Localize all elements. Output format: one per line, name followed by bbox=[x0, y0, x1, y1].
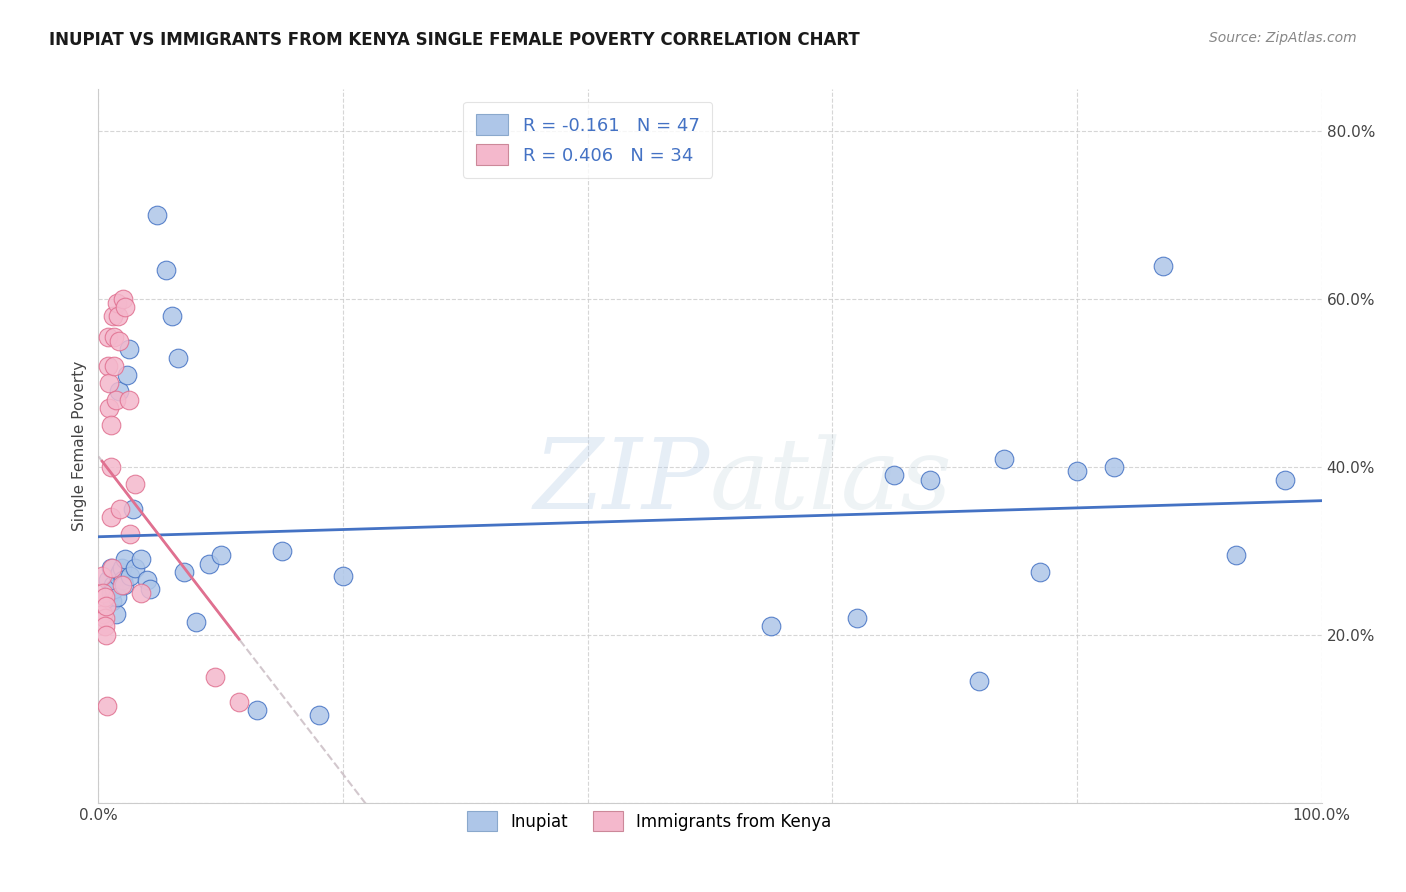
Point bbox=[97, 330, 120, 344]
Point bbox=[1225, 548, 1247, 562]
Point bbox=[110, 502, 132, 516]
Point bbox=[103, 582, 125, 596]
Text: INUPIAT VS IMMIGRANTS FROM KENYA SINGLE FEMALE POVERTY CORRELATION CHART: INUPIAT VS IMMIGRANTS FROM KENYA SINGLE … bbox=[49, 31, 860, 49]
Point bbox=[94, 628, 117, 642]
Point bbox=[120, 569, 142, 583]
Point bbox=[100, 560, 122, 574]
Text: Source: ZipAtlas.com: Source: ZipAtlas.com bbox=[1209, 31, 1357, 45]
Point bbox=[1274, 473, 1296, 487]
Point bbox=[197, 557, 219, 571]
Point bbox=[139, 582, 162, 596]
Point bbox=[100, 510, 122, 524]
Point bbox=[98, 376, 121, 390]
Point bbox=[104, 607, 127, 621]
Point bbox=[228, 695, 250, 709]
Point bbox=[91, 586, 114, 600]
Point bbox=[136, 574, 159, 588]
Point bbox=[173, 565, 195, 579]
Point bbox=[993, 451, 1015, 466]
Point bbox=[146, 208, 169, 222]
Point bbox=[108, 334, 131, 348]
Point bbox=[270, 544, 294, 558]
Point bbox=[93, 611, 115, 625]
Point bbox=[246, 703, 269, 717]
Point bbox=[1066, 464, 1088, 478]
Point bbox=[920, 473, 942, 487]
Point bbox=[93, 619, 115, 633]
Point bbox=[107, 569, 129, 583]
Point bbox=[94, 599, 117, 613]
Point bbox=[1102, 460, 1125, 475]
Point bbox=[100, 586, 122, 600]
Point bbox=[100, 417, 122, 432]
Point bbox=[1152, 259, 1174, 273]
Point bbox=[967, 674, 990, 689]
Point bbox=[96, 699, 118, 714]
Point bbox=[98, 401, 121, 416]
Point bbox=[121, 502, 143, 516]
Point bbox=[1029, 565, 1052, 579]
Point bbox=[97, 574, 120, 588]
Point bbox=[103, 330, 125, 344]
Point bbox=[209, 548, 232, 562]
Y-axis label: Single Female Poverty: Single Female Poverty bbox=[72, 361, 87, 531]
Point bbox=[155, 262, 177, 277]
Point bbox=[101, 594, 124, 608]
Point bbox=[91, 569, 114, 583]
Point bbox=[114, 552, 136, 566]
Point bbox=[115, 368, 138, 382]
Point bbox=[761, 619, 783, 633]
Point bbox=[93, 590, 115, 604]
Point bbox=[101, 309, 124, 323]
Point bbox=[186, 615, 208, 630]
Point bbox=[118, 343, 141, 357]
Point bbox=[118, 392, 141, 407]
Point bbox=[883, 468, 905, 483]
Point bbox=[112, 577, 135, 591]
Point bbox=[101, 560, 124, 574]
Point bbox=[91, 607, 114, 621]
Text: atlas: atlas bbox=[710, 434, 953, 529]
Point bbox=[103, 359, 125, 374]
Point bbox=[308, 707, 330, 722]
Point bbox=[120, 527, 142, 541]
Point bbox=[845, 611, 868, 625]
Point bbox=[105, 590, 128, 604]
Point bbox=[111, 574, 134, 588]
Point bbox=[111, 560, 134, 574]
Point bbox=[107, 309, 129, 323]
Point bbox=[111, 292, 134, 306]
Point bbox=[101, 577, 124, 591]
Text: ZIP: ZIP bbox=[534, 434, 710, 529]
Point bbox=[108, 384, 131, 399]
Point bbox=[124, 476, 146, 491]
Point bbox=[100, 460, 122, 475]
Point bbox=[105, 296, 128, 310]
Legend: Inupiat, Immigrants from Kenya: Inupiat, Immigrants from Kenya bbox=[460, 805, 838, 838]
Point bbox=[104, 392, 127, 407]
Point bbox=[129, 552, 152, 566]
Point bbox=[332, 569, 354, 583]
Point bbox=[204, 670, 226, 684]
Point bbox=[167, 351, 190, 365]
Point bbox=[114, 301, 136, 315]
Point bbox=[160, 309, 183, 323]
Point bbox=[111, 577, 134, 591]
Point bbox=[110, 565, 132, 579]
Point bbox=[97, 359, 120, 374]
Point bbox=[129, 586, 152, 600]
Point bbox=[124, 560, 146, 574]
